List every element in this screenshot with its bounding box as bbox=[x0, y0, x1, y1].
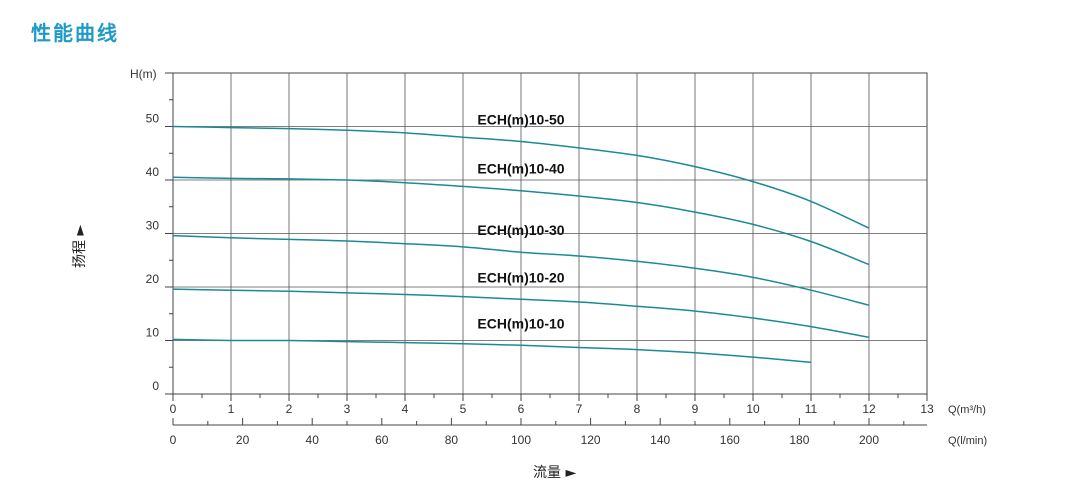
page-title: 性能曲线 bbox=[31, 21, 119, 45]
secondary-x-tick-label: 60 bbox=[375, 433, 389, 447]
secondary-x-tick-label: 200 bbox=[859, 433, 879, 447]
secondary-x-tick-label: 160 bbox=[720, 433, 740, 447]
series-label: ECH(m)10-20 bbox=[477, 269, 564, 285]
y-tick-label: 30 bbox=[146, 219, 160, 233]
secondary-x-tick-label: 80 bbox=[445, 433, 459, 447]
x-tick-label: 4 bbox=[402, 402, 409, 416]
y-tick-label: 0 bbox=[152, 379, 159, 393]
x-tick-label: 3 bbox=[344, 402, 351, 416]
x-axis-title: 流量 ► bbox=[533, 465, 576, 481]
x-tick-label: 1 bbox=[228, 402, 235, 416]
series-line bbox=[172, 234, 870, 306]
series-line bbox=[172, 288, 870, 339]
series-lines bbox=[172, 125, 870, 364]
x-tick-label: 10 bbox=[746, 402, 760, 416]
secondary-x-tick-label: 180 bbox=[789, 433, 809, 447]
series-label: ECH(m)10-10 bbox=[477, 315, 564, 331]
y-tick-label: 20 bbox=[146, 272, 160, 286]
x-tick-label: 2 bbox=[286, 402, 293, 416]
x-tick-label: 12 bbox=[862, 402, 876, 416]
secondary-x-tick-label: 40 bbox=[306, 433, 320, 447]
secondary-x-tick-label: 120 bbox=[581, 433, 601, 447]
y-axis-unit-label: H(m) bbox=[130, 67, 157, 81]
series-label: ECH(m)10-30 bbox=[477, 222, 564, 238]
series-line bbox=[172, 338, 812, 364]
secondary-x-tick-label: 100 bbox=[511, 433, 531, 447]
x-tick-label: 8 bbox=[634, 402, 641, 416]
x-axis-unit-label: Q(m³/h) bbox=[948, 404, 986, 416]
y-tick-label: 10 bbox=[146, 326, 160, 340]
series-line bbox=[172, 125, 870, 229]
x-tick-label: 6 bbox=[518, 402, 525, 416]
series-line bbox=[172, 176, 870, 266]
x-axis-secondary-unit-label: Q(l/min) bbox=[948, 435, 987, 447]
x-tick-label: 11 bbox=[805, 402, 818, 416]
y-axis-title: 扬程 ► bbox=[72, 225, 88, 268]
secondary-x-tick-label: 0 bbox=[170, 433, 177, 447]
y-tick-label: 50 bbox=[146, 112, 160, 126]
x-tick-label: 5 bbox=[460, 402, 467, 416]
x-tick-label: 7 bbox=[576, 402, 583, 416]
secondary-x-tick-label: 140 bbox=[650, 433, 670, 447]
y-tick-label: 40 bbox=[146, 165, 160, 179]
x-tick-label: 9 bbox=[692, 402, 699, 416]
x-tick-label: 0 bbox=[170, 402, 177, 416]
labels: ECH(m)10-50 ECH(m)10-40 ECH(m)10-30 ECH(m)1… bbox=[477, 111, 564, 331]
secondary-x-tick-label: 20 bbox=[236, 433, 250, 447]
x-tick-label: 13 bbox=[920, 402, 934, 416]
series-label: ECH(m)10-50 bbox=[477, 111, 564, 127]
series-label: ECH(m)10-40 bbox=[477, 161, 564, 177]
